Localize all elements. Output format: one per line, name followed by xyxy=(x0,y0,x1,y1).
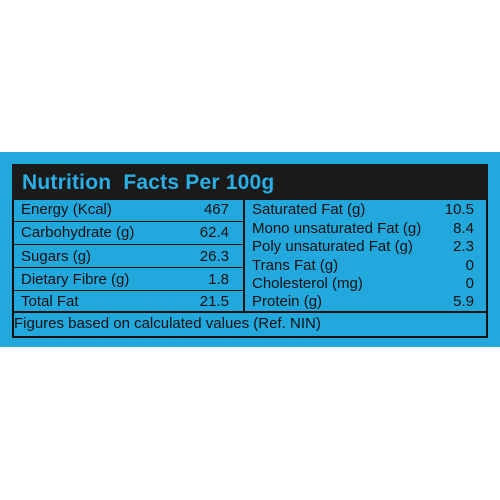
nutrient-name: Saturated Fat (g) xyxy=(252,201,366,218)
nutrient-value: 26.3 xyxy=(199,248,229,265)
nutrient-name: Energy (Kcal) xyxy=(21,201,112,218)
nutrient-value: 5.9 xyxy=(453,293,474,310)
nutrient-name: Protein (g) xyxy=(252,293,323,310)
nutrient-name: Dietary Fibre (g) xyxy=(21,271,130,288)
nutrition-header-bar xyxy=(12,164,488,200)
nutrient-value: 0 xyxy=(465,257,474,274)
nutrient-name: Carbohydrate (g) xyxy=(21,224,135,241)
nutrition-right-column: Saturated Fat (g) 10.5 Mono unsaturated … xyxy=(245,200,488,313)
nutrient-value: 1.8 xyxy=(208,271,229,288)
nutrition-title: Nutrition Facts Per 100g xyxy=(22,171,275,194)
nutrient-value: 8.4 xyxy=(453,220,474,237)
nutrient-value: 467 xyxy=(203,201,229,218)
row-divider xyxy=(14,267,243,268)
nutrition-footnote: Figures based on calculated values (Ref.… xyxy=(12,313,488,338)
nutrient-name: Poly unsaturated Fat (g) xyxy=(252,238,413,255)
nutrient-name: Cholesterol (mg) xyxy=(252,275,363,292)
nutrition-left-column: Energy (Kcal) 467 Carbohydrate (g) 62.4 … xyxy=(12,200,245,313)
nutrient-name: Sugars (g) xyxy=(21,248,92,265)
nutrient-name: Mono unsaturated Fat (g) xyxy=(252,220,422,237)
row-divider xyxy=(14,221,243,222)
nutrient-value: 0 xyxy=(465,275,474,292)
row-divider xyxy=(14,244,243,245)
nutrient-value: 21.5 xyxy=(199,293,229,310)
nutrient-name: Trans Fat (g) xyxy=(252,257,339,274)
nutrient-value: 62.4 xyxy=(199,224,229,241)
nutrient-value: 2.3 xyxy=(453,238,474,255)
nutrient-name: Total Fat xyxy=(21,293,79,310)
nutrient-value: 10.5 xyxy=(444,201,474,218)
row-divider xyxy=(14,290,243,291)
